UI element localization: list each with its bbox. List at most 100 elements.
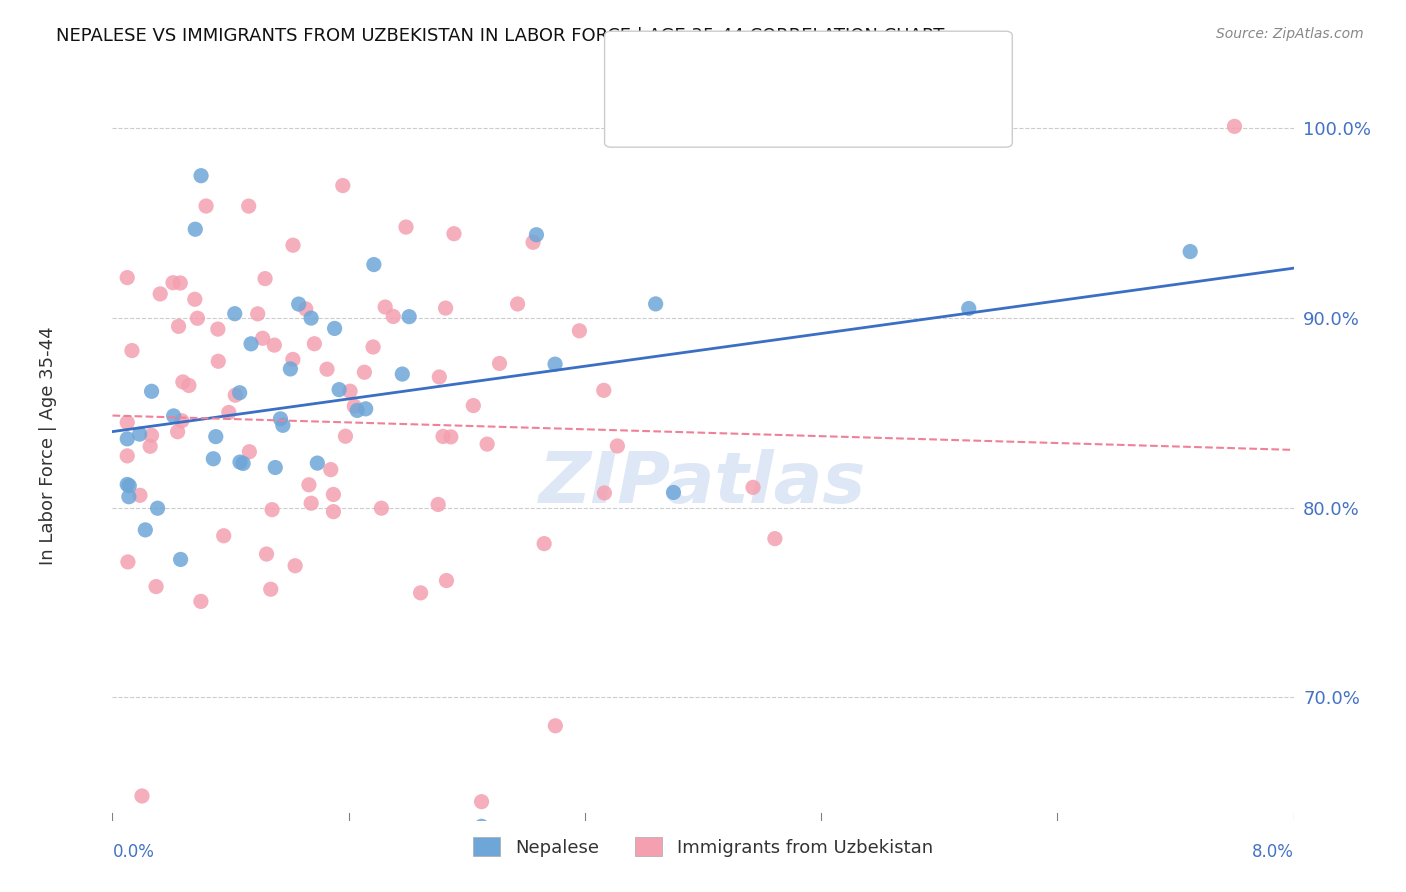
Point (260, 582, 283, 597)
Point (1223, 120, 1246, 134)
Point (328, 383, 350, 397)
Point (1178, 244, 1201, 259)
Point (353, 365, 375, 379)
Point (252, 331, 274, 345)
Point (202, 451, 225, 466)
Point (269, 412, 291, 426)
Point (167, 319, 190, 334)
Point (436, 574, 458, 588)
Point (763, 532, 786, 546)
Point (522, 235, 544, 250)
Point (957, 301, 980, 316)
Point (323, 842, 346, 856)
Text: N =: N = (832, 57, 872, 75)
Point (644, 297, 666, 311)
Point (131, 789, 153, 803)
Point (134, 523, 156, 537)
Point (395, 220, 418, 235)
Point (207, 322, 229, 336)
Point (195, 199, 218, 213)
Point (363, 258, 385, 272)
Point (568, 324, 591, 338)
Text: 0.008: 0.008 (730, 109, 787, 127)
Point (232, 457, 254, 471)
Point (146, 501, 169, 516)
Point (471, 819, 494, 833)
Point (117, 432, 138, 446)
Point (593, 486, 616, 500)
Point (218, 405, 240, 419)
Point (544, 719, 567, 733)
Point (264, 460, 287, 475)
Point (229, 455, 252, 469)
Point (307, 456, 329, 470)
FancyBboxPatch shape (623, 46, 662, 84)
Point (271, 418, 294, 433)
Point (172, 375, 194, 389)
Point (471, 795, 494, 809)
Point (354, 401, 377, 416)
Point (184, 222, 207, 236)
Point (262, 502, 284, 516)
Point (204, 429, 226, 443)
Point (346, 403, 368, 417)
Point (141, 384, 163, 399)
Point (212, 529, 235, 543)
Text: 40: 40 (887, 57, 912, 75)
Point (544, 357, 567, 371)
Point (190, 594, 212, 608)
Text: N =: N = (832, 109, 872, 127)
Point (169, 552, 191, 566)
Point (284, 558, 307, 573)
Text: NEPALESE VS IMMIGRANTS FROM UZBEKISTAN IN LABOR FORCE | AGE 35-44 CORRELATION CH: NEPALESE VS IMMIGRANTS FROM UZBEKISTAN I… (56, 27, 945, 45)
Point (304, 336, 326, 351)
Legend: Nepalese, Immigrants from Uzbekistan: Nepalese, Immigrants from Uzbekistan (467, 830, 939, 864)
Point (162, 409, 184, 423)
Text: 82: 82 (887, 109, 912, 127)
Point (299, 496, 322, 510)
Text: ZIPatlas: ZIPatlas (540, 449, 866, 518)
Point (298, 477, 321, 491)
Point (145, 580, 167, 594)
Text: R =: R = (679, 109, 717, 127)
Point (169, 276, 191, 290)
Point (606, 439, 628, 453)
Point (427, 498, 450, 512)
Point (256, 547, 278, 561)
Point (382, 310, 405, 324)
Point (128, 427, 150, 442)
Point (370, 501, 392, 516)
Point (322, 487, 344, 501)
Point (662, 485, 685, 500)
Point (592, 384, 614, 398)
Point (374, 300, 396, 314)
Point (322, 505, 344, 519)
Point (162, 276, 184, 290)
Text: R =: R = (679, 57, 717, 75)
Point (129, 488, 152, 502)
Point (240, 336, 263, 351)
Point (186, 311, 208, 326)
Point (335, 429, 357, 443)
Point (463, 399, 485, 413)
Point (190, 169, 212, 183)
Point (280, 362, 302, 376)
Text: In Labor Force | Age 35-44: In Labor Force | Age 35-44 (38, 326, 56, 566)
Point (506, 297, 529, 311)
Point (263, 338, 285, 352)
Point (149, 286, 172, 301)
Point (434, 301, 457, 315)
Point (316, 362, 339, 376)
Point (440, 430, 463, 444)
Point (141, 428, 163, 442)
Point (287, 297, 309, 311)
Point (117, 416, 138, 430)
Point (294, 301, 316, 316)
Point (170, 414, 193, 428)
Point (319, 463, 342, 477)
Point (224, 388, 246, 402)
Point (139, 439, 162, 453)
Point (117, 555, 139, 569)
Point (391, 367, 413, 381)
Point (323, 321, 346, 335)
